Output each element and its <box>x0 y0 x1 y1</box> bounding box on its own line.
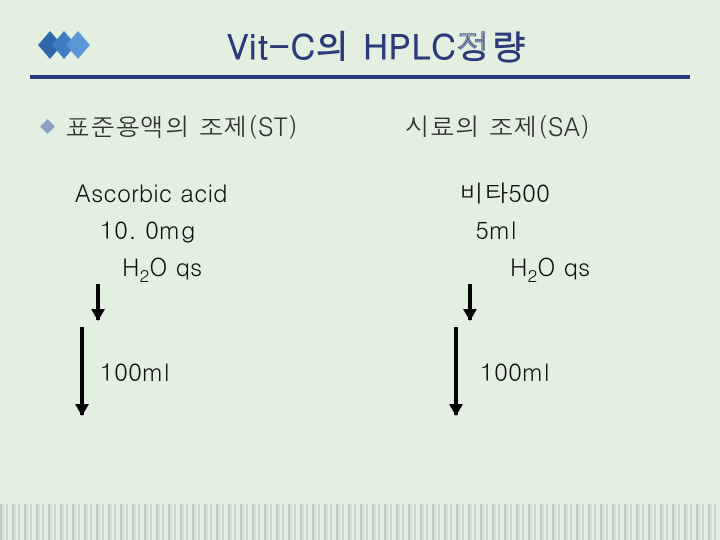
page-title: Vit-C의 HPLC정량 <box>64 20 690 69</box>
heading-standard-text: 표준용액의 조제(ST) <box>65 109 298 144</box>
st-amount: 10. 0mg <box>40 211 360 248</box>
sa-material: 비타500 <box>380 174 700 211</box>
st-final-volume: 100ml <box>40 353 360 390</box>
heading-standard: 표준용액의 조제(ST) <box>40 109 360 144</box>
sa-solvent-rest: O qs <box>537 249 590 283</box>
st-solvent-rest: O qs <box>149 249 202 283</box>
arrow-down-icon <box>96 284 100 320</box>
heading-sample-text: 시료의 조제(SA) <box>405 109 590 144</box>
column-standard: 표준용액의 조제(ST) Ascorbic acid 10. 0mg H2O q… <box>20 109 360 390</box>
column-sample: 시료의 조제(SA) 비타500 5ml H2O qs 100ml <box>360 109 700 390</box>
bottom-decorative-pattern <box>0 504 720 540</box>
st-material: Ascorbic acid <box>40 174 360 211</box>
arrow-down-icon <box>454 327 458 415</box>
sa-solvent: H2O qs <box>380 248 700 289</box>
st-solvent-h: H <box>122 249 139 283</box>
content-area: 표준용액의 조제(ST) Ascorbic acid 10. 0mg H2O q… <box>0 79 720 390</box>
sa-solvent-sub: 2 <box>527 262 537 287</box>
title-row: Vit-C의 HPLC정량 <box>0 0 720 75</box>
sa-amount: 5ml <box>380 211 700 248</box>
arrow-down-icon <box>468 284 472 320</box>
sa-final-volume: 100ml <box>380 353 700 390</box>
diamond-bullet-icon <box>40 119 55 134</box>
st-solvent: H2O qs <box>40 248 360 289</box>
st-solvent-sub: 2 <box>139 262 149 287</box>
heading-sample: 시료의 조제(SA) <box>380 109 700 144</box>
sa-solvent-h: H <box>510 249 527 283</box>
arrow-down-icon <box>80 327 84 415</box>
